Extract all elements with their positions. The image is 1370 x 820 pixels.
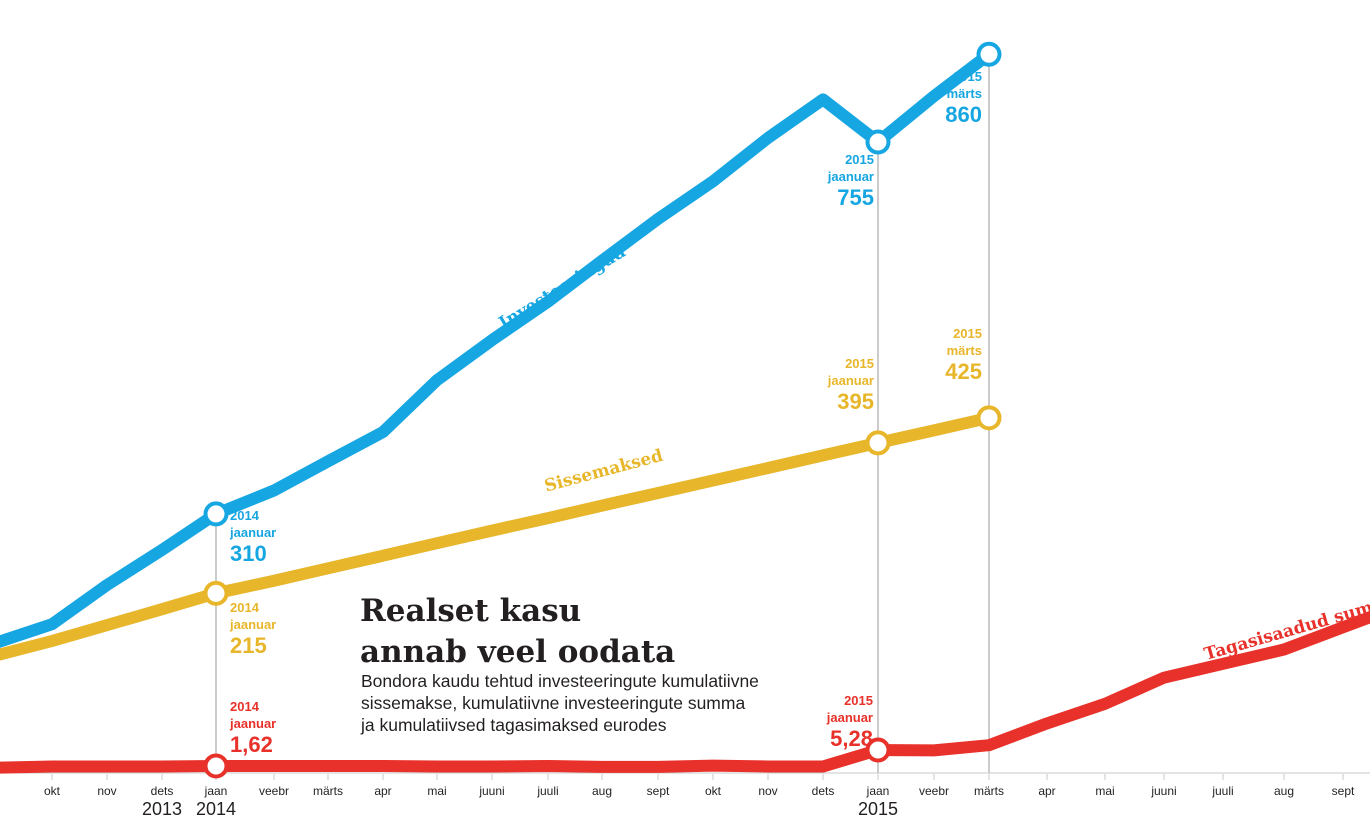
series-marker: [865, 737, 891, 763]
x-tick-label: juuni: [1150, 784, 1176, 798]
year-label: 2013: [142, 799, 182, 819]
callout-value: 425: [945, 359, 982, 384]
callout-month: märts: [947, 86, 982, 101]
x-tick-label: juuli: [536, 784, 558, 798]
callout-year: 2014: [230, 699, 260, 714]
x-tick-label: dets: [812, 784, 835, 798]
callout-month: jaanuar: [229, 525, 276, 540]
year-label: 2015: [858, 799, 898, 819]
callout-year: 2015: [845, 152, 874, 167]
callouts: 2014jaanuar3102015jaanuar7552015märts860…: [229, 69, 982, 757]
callout-month: jaanuar: [229, 716, 276, 731]
subtitle-line3: ja kumulatiivsed tagasimaksed eurodes: [360, 715, 667, 735]
callout-value: 1,62: [230, 732, 273, 757]
series-marker: [976, 41, 1002, 67]
chart-title-line1: Realset kasu: [360, 593, 581, 629]
callout-year: 2014: [230, 508, 260, 523]
series-marker: [865, 129, 891, 155]
year-label: 2014: [196, 799, 236, 819]
callout-value: 860: [945, 102, 982, 127]
series-marker: [976, 405, 1002, 431]
callout-month: jaanuar: [827, 373, 874, 388]
x-tick-label: aug: [1274, 784, 1294, 798]
title-block: Realset kasu annab veel oodata Bondora k…: [360, 593, 759, 735]
x-tick-label: juuli: [1211, 784, 1233, 798]
callout-year: 2015: [845, 356, 874, 371]
subtitle-line1: Bondora kaudu tehtud investeeringute kum…: [361, 671, 759, 691]
callout-value: 395: [837, 389, 874, 414]
series-marker: [865, 430, 891, 456]
series-label: Sissemaksed: [542, 446, 665, 497]
callout-value: 755: [837, 185, 874, 210]
x-tick-label: sept: [647, 784, 670, 798]
x-tick-label: apr: [374, 784, 391, 798]
subtitle-line2: sissemakse, kumulatiivne investeeringute…: [361, 693, 745, 713]
series-markers: [203, 41, 1002, 779]
x-tick-label: jaan: [866, 784, 890, 798]
chart-title-line2: annab veel oodata: [360, 634, 675, 670]
callout-year: 2014: [230, 600, 260, 615]
callout-year: 2015: [844, 693, 873, 708]
series-lines: [0, 49, 1370, 774]
series-line: [0, 411, 991, 661]
x-tick-label: dets: [151, 784, 174, 798]
series-marker: [203, 580, 229, 606]
series-marker: [203, 753, 229, 779]
callout-month: jaanuar: [229, 617, 276, 632]
series-line: [0, 49, 993, 648]
x-tick-label: juuni: [478, 784, 504, 798]
callout-month: jaanuar: [826, 710, 873, 725]
x-tick-label: jaan: [204, 784, 228, 798]
series-marker: [203, 501, 229, 527]
x-tick-label: märts: [313, 784, 343, 798]
x-tick-label: apr: [1038, 784, 1055, 798]
x-tick-label: nov: [97, 784, 116, 798]
callout-value: 5,28: [830, 726, 873, 751]
x-tick-label: mai: [427, 784, 446, 798]
callout-value: 310: [230, 541, 267, 566]
callout-year: 2015: [953, 69, 982, 84]
x-tick-label: mai: [1095, 784, 1114, 798]
x-tick-label: veebr: [259, 784, 289, 798]
x-axis: ptoktnovdetsjaanveebrmärtsaprmaijuunijuu…: [0, 772, 1370, 819]
x-tick-label: okt: [44, 784, 61, 798]
x-tick-label: veebr: [919, 784, 949, 798]
callout-value: 215: [230, 633, 267, 658]
x-tick-label: märts: [974, 784, 1004, 798]
callout-year: 2015: [953, 326, 982, 341]
callout-month: jaanuar: [827, 169, 874, 184]
series-label: Investeeringud: [496, 242, 630, 333]
x-tick-label: sept: [1332, 784, 1355, 798]
x-tick-label: okt: [705, 784, 722, 798]
callout-month: märts: [947, 343, 982, 358]
x-tick-label: nov: [758, 784, 777, 798]
x-tick-label: aug: [592, 784, 612, 798]
